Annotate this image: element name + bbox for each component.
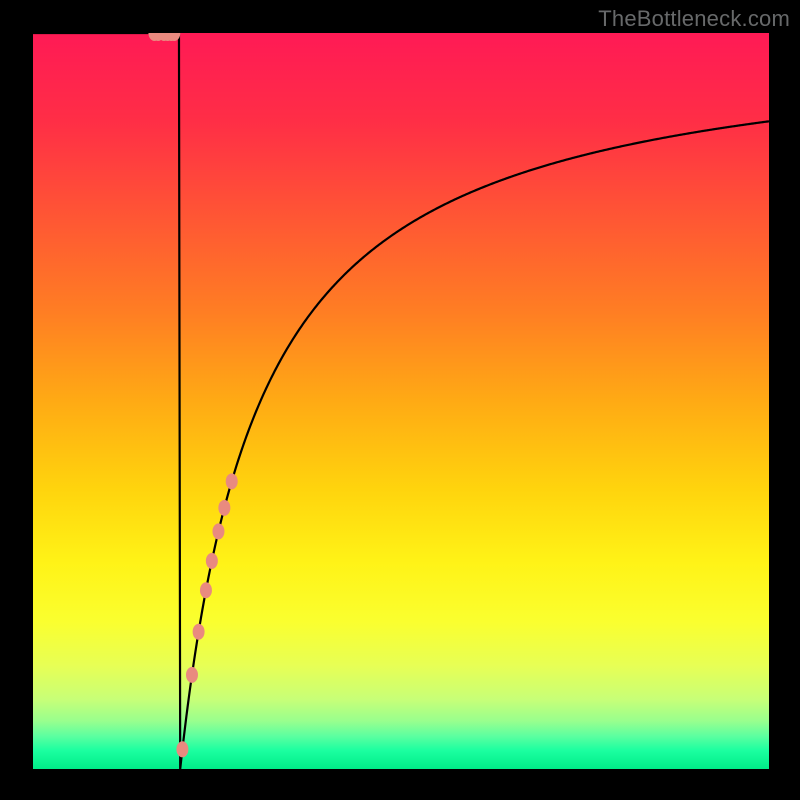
chart-plot-background [33,33,769,769]
data-point [186,667,198,683]
bottleneck-chart [0,0,800,800]
data-point [226,473,238,489]
data-point [176,741,188,757]
data-point [212,523,224,539]
data-point [206,553,218,569]
watermark-text: TheBottleneck.com [598,6,790,32]
data-point [218,500,230,516]
data-point [200,582,212,598]
data-point [193,624,205,640]
